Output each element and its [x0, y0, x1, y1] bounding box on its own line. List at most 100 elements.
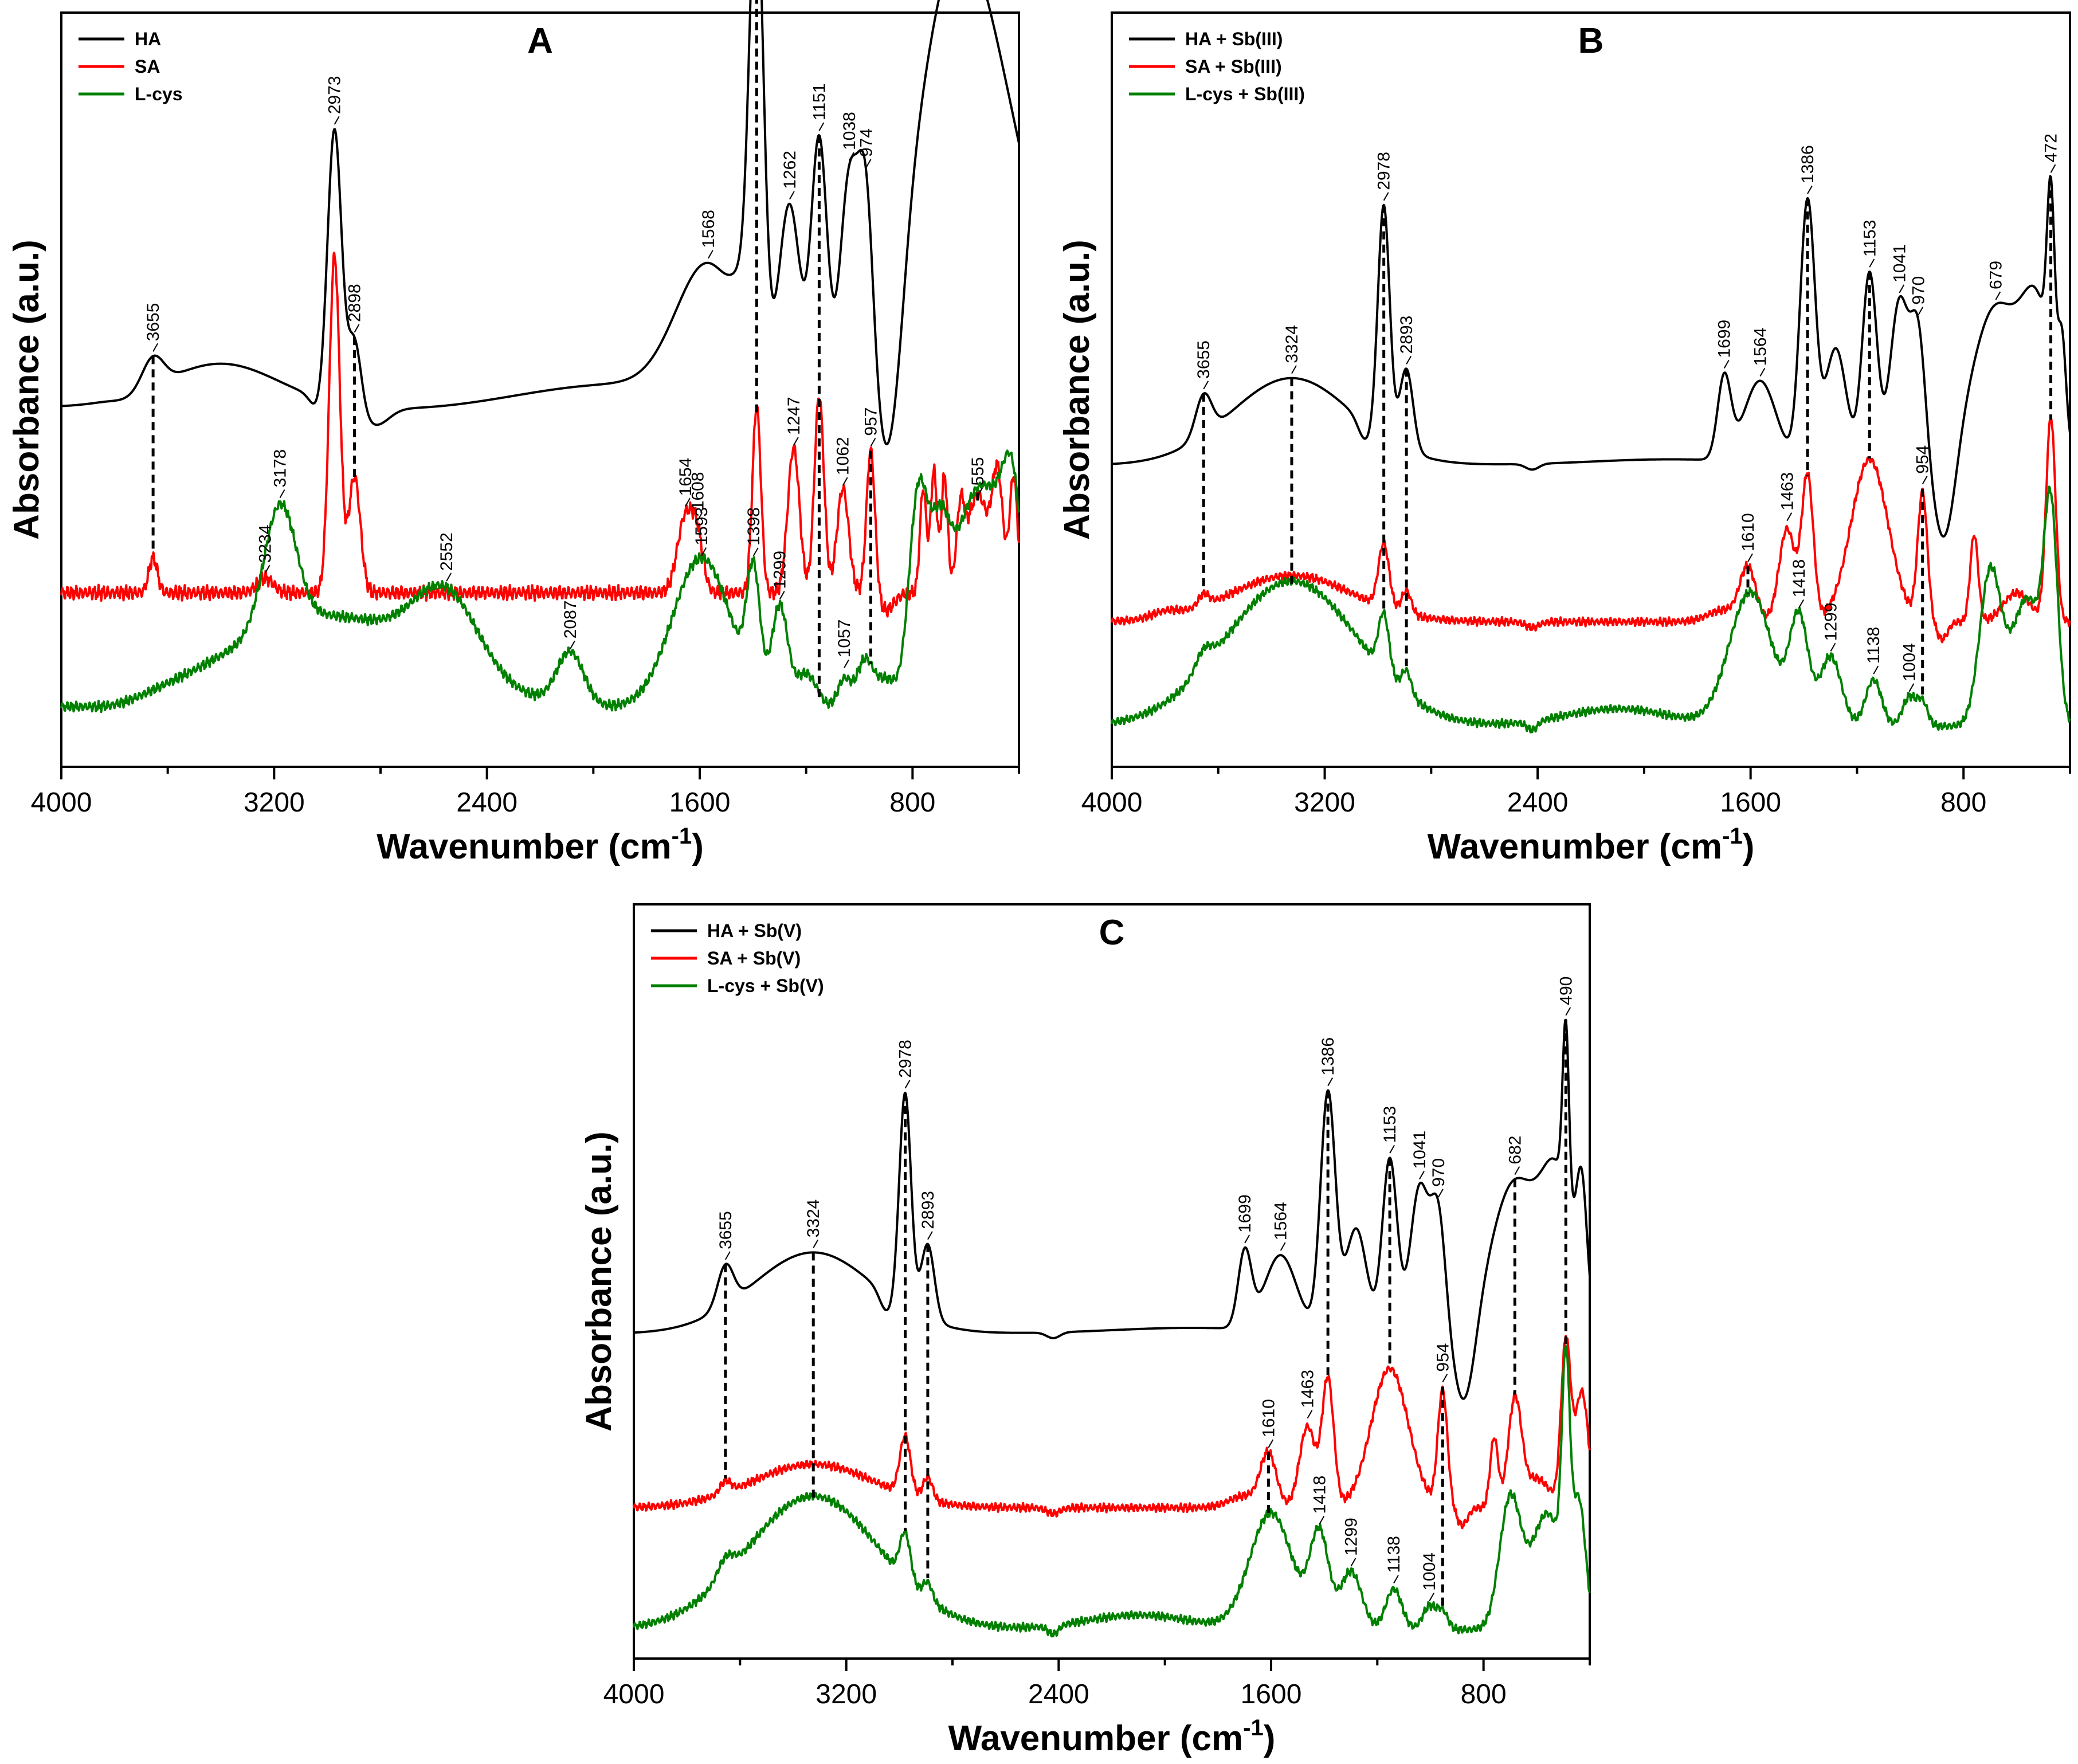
panel-letter: A [527, 21, 553, 61]
legend-entry: L-cys + Sb(III) [1185, 84, 1305, 104]
peak-label-leader [1918, 307, 1924, 316]
peak-label: 1608 [688, 472, 707, 510]
peak-label-leader [1786, 512, 1793, 522]
x-axis-label: Wavenumber (cm-1) [948, 1715, 1276, 1758]
peak-label: 957 [861, 407, 880, 436]
peak-label: 1564 [1751, 328, 1770, 366]
peak-label-leader [1307, 1410, 1313, 1419]
peak-label: 954 [1433, 1343, 1452, 1372]
peak-label-leader [570, 640, 575, 649]
peak-label: 974 [857, 128, 876, 157]
x-tick-label: 4000 [603, 1679, 665, 1710]
peak-label-leader [354, 324, 360, 333]
peak-label-leader [793, 437, 799, 446]
legend: HA + Sb(III) SA + Sb(III) L-cys + Sb(III) [1129, 29, 1305, 104]
peak-label-leader [844, 659, 849, 668]
peak-label: 2087 [561, 601, 580, 639]
peak-label-leader [1807, 185, 1813, 194]
peak-label: 1151 [810, 84, 829, 121]
peak-label-leader [1908, 683, 1915, 692]
peak-label: 1398 [744, 507, 763, 546]
series-line-l-cys-sb-v [633, 1344, 1591, 1638]
peak-label-leader [904, 1080, 911, 1089]
peak-label: 1004 [1900, 643, 1919, 681]
peak-label-leader [1438, 1189, 1444, 1198]
peak-label-leader [1203, 381, 1209, 390]
peak-label: 1463 [1778, 472, 1797, 511]
peak-label: 3655 [1194, 340, 1213, 379]
peak-label: 1610 [1739, 513, 1758, 551]
peak-label: 1418 [1790, 559, 1809, 598]
legend-entry: HA + Sb(V) [707, 920, 802, 941]
peak-label: 3234 [256, 525, 275, 563]
peak-label-leader [842, 477, 848, 486]
plot-frame [60, 11, 1020, 768]
peak-label: 1062 [834, 437, 853, 475]
peak-label-leader [752, 547, 759, 556]
y-axis-label: Absorbance (a.u.) [7, 240, 46, 540]
peak-label-leader [1244, 1234, 1250, 1244]
x-tick-label: 3200 [244, 787, 305, 818]
peak-label: 2893 [919, 1191, 938, 1229]
x-tick-label: 800 [1940, 787, 1986, 818]
peak-label: 1138 [1864, 627, 1883, 664]
series-line-ha-sb-iii [1111, 175, 2071, 538]
peak-label: 1654 [676, 458, 695, 496]
peak-label: 2552 [437, 532, 456, 571]
x-tick-label: 4000 [1081, 787, 1143, 818]
peak-label: 3324 [1283, 325, 1301, 363]
peak-label-leader [1995, 291, 2001, 300]
legend-entry: HA + Sb(III) [1185, 29, 1283, 49]
peak-label-leader [789, 191, 795, 200]
peak-label: 1418 [1310, 1476, 1329, 1514]
legend-entry: L-cys [135, 84, 183, 104]
peak-label-leader [701, 547, 707, 556]
peak-label-leader [1723, 360, 1730, 369]
peak-label: 970 [1429, 1158, 1448, 1187]
peak-label-leader [2050, 164, 2056, 173]
peak-label-leader [865, 159, 872, 168]
peak-label-leader [1514, 1166, 1520, 1175]
peak-label-leader [1393, 1575, 1399, 1584]
peak-label-leader [1442, 1374, 1448, 1383]
peak-label: 1057 [835, 620, 854, 658]
panel-a: 4000 3200 2400 1600 800 Wavenumber (cm-1) Abso… [7, 0, 1020, 867]
peak-label-leader [1873, 665, 1879, 675]
peak-label-leader [152, 343, 159, 352]
peak-label-leader [1419, 1171, 1425, 1180]
peak-label: 472 [2042, 134, 2061, 162]
panel-c: 4000 3200 2400 1600 800 Wavenumber (cm-1) Abso… [579, 903, 1591, 1758]
peak-label-leader [1389, 1144, 1395, 1154]
peak-label-leader [707, 250, 713, 259]
x-tick-label: 4000 [31, 787, 92, 818]
peak-label: 2978 [896, 1040, 915, 1078]
plot-frame [1111, 11, 2071, 768]
panel-letter: B [1578, 21, 1604, 61]
legend-entry: SA + Sb(V) [707, 948, 801, 969]
peak-label-leader [927, 1231, 933, 1240]
y-axis-label: Absorbance (a.u.) [1057, 240, 1097, 540]
x-axis-label: Wavenumber (cm-1) [1428, 824, 1755, 867]
peak-label: 1593 [692, 507, 711, 546]
series-line-l-cys [60, 449, 1020, 714]
series-line-sa [60, 252, 1020, 618]
peak-label-leader [1830, 642, 1836, 652]
series-line-l-cys-sb-iii [1111, 485, 2071, 734]
peak-label: 3324 [804, 1199, 823, 1238]
peak-label: 490 [1556, 977, 1575, 1005]
peak-label: 1299 [1342, 1518, 1360, 1556]
peak-label-leader [685, 497, 691, 507]
series-line-sa-sb-v [633, 1335, 1591, 1530]
peak-label-leader [1319, 1515, 1325, 1524]
peak-label: 2973 [326, 76, 344, 114]
peak-label: 3655 [144, 303, 163, 342]
peak-label-leader [279, 489, 285, 499]
peak-label-leader [813, 1239, 819, 1248]
peak-label: 1463 [1298, 1370, 1317, 1408]
peak-label: 1138 [1385, 1536, 1403, 1573]
legend: HA SA L-cys [79, 29, 183, 104]
peak-label-leader [1869, 258, 1875, 268]
peak-label-leader [264, 565, 270, 574]
peak-label: 1153 [1381, 1106, 1399, 1143]
